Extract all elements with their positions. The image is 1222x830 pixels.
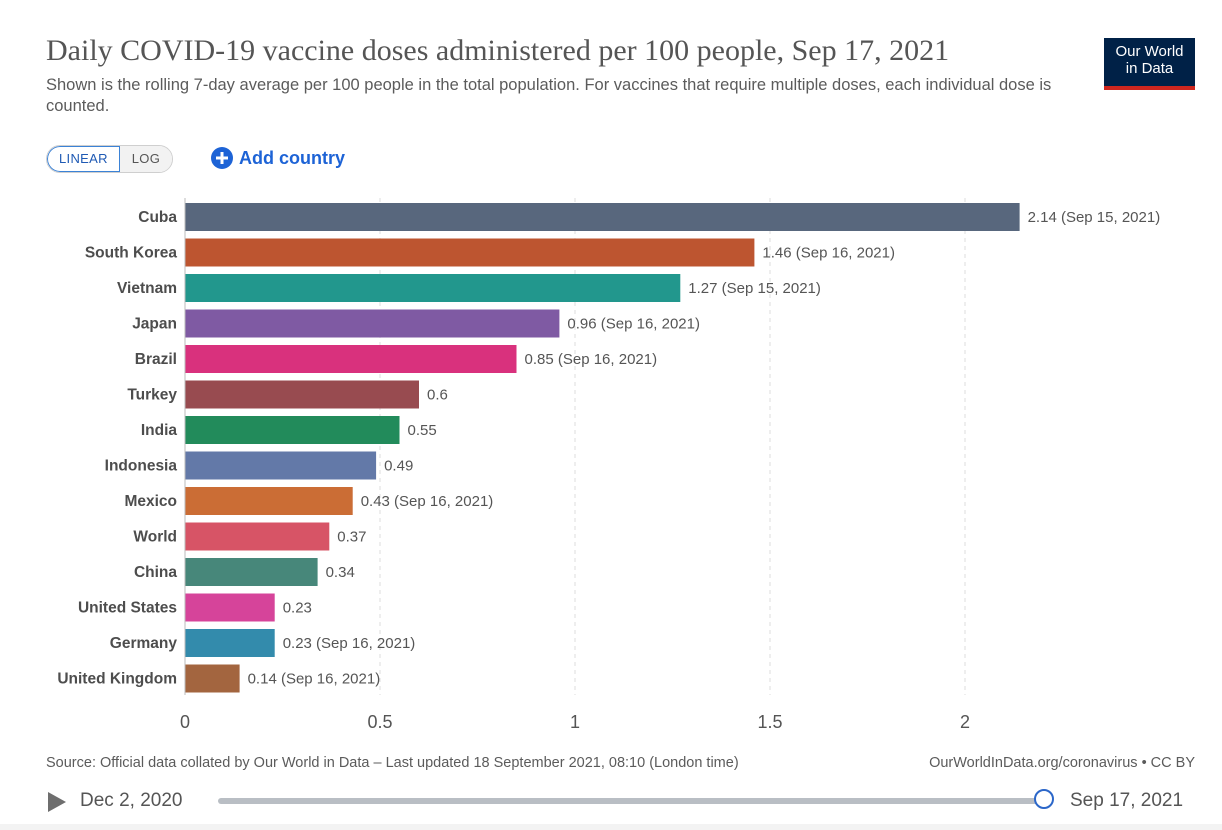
country-label: Indonesia [105, 458, 178, 475]
chart-subtitle: Shown is the rolling 7-day average per 1… [46, 76, 1052, 115]
country-label: Japan [132, 316, 177, 333]
plus-circle-icon [211, 147, 233, 169]
country-label: United States [78, 600, 177, 617]
bottom-divider [0, 824, 1222, 830]
value-label: 0.55 [408, 422, 437, 439]
bar[interactable] [185, 522, 330, 551]
country-label: Turkey [127, 387, 177, 404]
logo-line-1: Our World [1115, 43, 1184, 60]
timeline-end-date: Sep 17, 2021 [1070, 790, 1184, 811]
bar[interactable] [185, 558, 318, 586]
add-country-label: Add country [239, 147, 345, 168]
country-label: Germany [110, 635, 178, 652]
source-note: Source: Official data collated by Our Wo… [46, 755, 739, 771]
timeline-start-date: Dec 2, 2020 [80, 790, 183, 811]
x-tick-label: 0 [180, 712, 190, 732]
country-label: Mexico [124, 493, 177, 510]
country-label: United Kingdom [57, 671, 177, 688]
x-tick-label: 1 [570, 712, 580, 732]
timeline-handle[interactable] [1034, 789, 1054, 809]
timeline: Dec 2, 2020 Sep 17, 2021 [0, 782, 1222, 822]
value-label: 0.37 [337, 529, 366, 546]
logo-line-2: in Data [1125, 60, 1174, 77]
bar[interactable] [185, 238, 755, 267]
value-label: 0.85 (Sep 16, 2021) [525, 351, 658, 368]
x-tick-label: 1.5 [757, 712, 782, 732]
play-icon[interactable] [48, 792, 66, 812]
value-label: 0.6 [427, 387, 448, 404]
linear-scale-button[interactable]: LINEAR [47, 146, 120, 172]
bar[interactable] [185, 274, 681, 302]
scale-toggle: LINEAR LOG [46, 145, 174, 173]
x-tick-label: 2 [960, 712, 970, 732]
bar-chart: 0 0.5 1 1.5 2 Cuba 2.14 (Sep 15, 2021) South Ko… [57, 198, 1161, 732]
bar[interactable] [185, 203, 1020, 231]
bar[interactable] [185, 487, 353, 515]
value-label: 0.14 (Sep 16, 2021) [248, 671, 381, 688]
country-label: South Korea [85, 245, 178, 262]
add-country-button[interactable]: Add country [211, 147, 345, 169]
bar[interactable] [185, 309, 560, 338]
country-label: Cuba [138, 209, 177, 226]
value-label: 0.43 (Sep 16, 2021) [361, 493, 494, 510]
bar[interactable] [185, 629, 275, 657]
bar[interactable] [185, 664, 240, 693]
value-label: 2.14 (Sep 15, 2021) [1028, 209, 1161, 226]
country-label: Vietnam [117, 280, 177, 297]
value-label: 1.46 (Sep 16, 2021) [762, 245, 895, 262]
bar[interactable] [185, 416, 400, 444]
country-label: China [134, 564, 177, 581]
country-label: India [141, 422, 178, 439]
bar[interactable] [185, 593, 275, 622]
value-label: 1.27 (Sep 15, 2021) [688, 280, 821, 297]
bar[interactable] [185, 380, 419, 409]
bar[interactable] [185, 451, 377, 480]
value-label: 0.96 (Sep 16, 2021) [567, 316, 700, 333]
chart-title: Daily COVID-19 vaccine doses administere… [46, 34, 950, 67]
country-label: Brazil [135, 351, 177, 368]
value-label: 0.49 [384, 458, 413, 475]
value-label: 0.23 (Sep 16, 2021) [283, 635, 416, 652]
timeline-track[interactable] [218, 798, 1044, 804]
bar[interactable] [185, 345, 517, 373]
log-scale-button[interactable]: LOG [119, 146, 173, 172]
owid-logo[interactable]: Our World in Data [1104, 38, 1195, 90]
country-label: World [133, 529, 177, 546]
x-tick-label: 0.5 [367, 712, 392, 732]
value-label: 0.34 [326, 564, 355, 581]
value-label: 0.23 [283, 600, 312, 617]
site-link[interactable]: OurWorldInData.org/coronavirus • CC BY [929, 755, 1195, 771]
